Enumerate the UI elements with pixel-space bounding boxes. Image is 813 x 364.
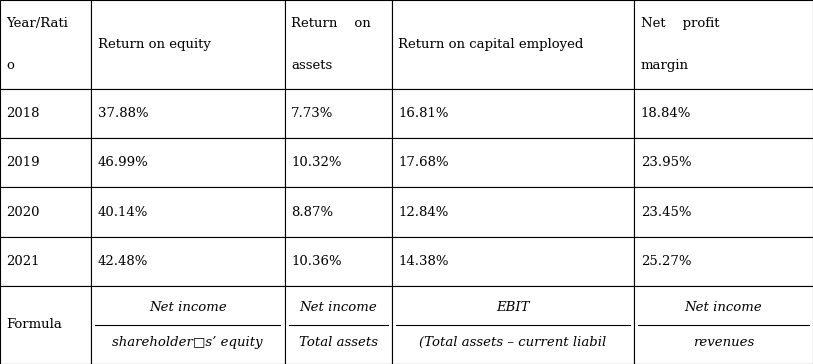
Text: (Total assets – current liabil: (Total assets – current liabil xyxy=(420,336,606,349)
Bar xyxy=(91,237,285,286)
Bar xyxy=(91,138,285,187)
Text: Return on equity: Return on equity xyxy=(98,38,211,51)
Text: 42.48%: 42.48% xyxy=(98,255,148,268)
Bar xyxy=(634,89,813,138)
Text: 23.95%: 23.95% xyxy=(641,157,691,169)
Text: EBIT: EBIT xyxy=(496,301,530,314)
Text: Net income: Net income xyxy=(685,301,763,314)
Text: 25.27%: 25.27% xyxy=(641,255,691,268)
Text: Total assets: Total assets xyxy=(298,336,378,349)
Text: revenues: revenues xyxy=(693,336,754,349)
Text: 10.32%: 10.32% xyxy=(291,157,341,169)
Text: Net    profit

margin: Net profit margin xyxy=(641,17,720,72)
Text: Net income: Net income xyxy=(299,301,377,314)
Text: 18.84%: 18.84% xyxy=(641,107,691,120)
Bar xyxy=(0,89,91,138)
Bar xyxy=(0,237,91,286)
Text: Return    on

assets: Return on assets xyxy=(291,17,371,72)
Text: 17.68%: 17.68% xyxy=(398,157,449,169)
Bar xyxy=(285,286,392,364)
Bar xyxy=(91,286,285,364)
Text: 37.88%: 37.88% xyxy=(98,107,148,120)
Bar xyxy=(91,0,285,89)
Text: 23.45%: 23.45% xyxy=(641,206,691,218)
Bar xyxy=(285,0,392,89)
Bar xyxy=(0,138,91,187)
Text: 40.14%: 40.14% xyxy=(98,206,148,218)
Bar xyxy=(0,0,91,89)
Bar xyxy=(91,187,285,237)
Text: 16.81%: 16.81% xyxy=(398,107,449,120)
Text: 14.38%: 14.38% xyxy=(398,255,449,268)
Bar xyxy=(392,237,634,286)
Text: 46.99%: 46.99% xyxy=(98,157,148,169)
Bar xyxy=(634,0,813,89)
Text: Return on capital employed: Return on capital employed xyxy=(398,38,584,51)
Text: 12.84%: 12.84% xyxy=(398,206,449,218)
Bar xyxy=(0,286,91,364)
Bar xyxy=(392,187,634,237)
Bar xyxy=(392,89,634,138)
Bar xyxy=(285,237,392,286)
Bar xyxy=(285,187,392,237)
Text: 2021: 2021 xyxy=(7,255,40,268)
Bar xyxy=(285,138,392,187)
Text: 2018: 2018 xyxy=(7,107,40,120)
Bar xyxy=(91,89,285,138)
Bar xyxy=(634,138,813,187)
Bar xyxy=(634,286,813,364)
Bar xyxy=(285,89,392,138)
Text: 7.73%: 7.73% xyxy=(291,107,333,120)
Text: Formula: Formula xyxy=(7,318,63,331)
Text: Net income: Net income xyxy=(149,301,227,314)
Text: 8.87%: 8.87% xyxy=(291,206,333,218)
Bar xyxy=(392,286,634,364)
Bar xyxy=(0,187,91,237)
Text: 2020: 2020 xyxy=(7,206,40,218)
Bar xyxy=(392,0,634,89)
Bar xyxy=(392,138,634,187)
Text: shareholder□s’ equity: shareholder□s’ equity xyxy=(112,336,263,349)
Text: 2019: 2019 xyxy=(7,157,40,169)
Text: 10.36%: 10.36% xyxy=(291,255,341,268)
Bar xyxy=(634,237,813,286)
Bar xyxy=(634,187,813,237)
Text: Year/Rati

o: Year/Rati o xyxy=(7,17,68,72)
